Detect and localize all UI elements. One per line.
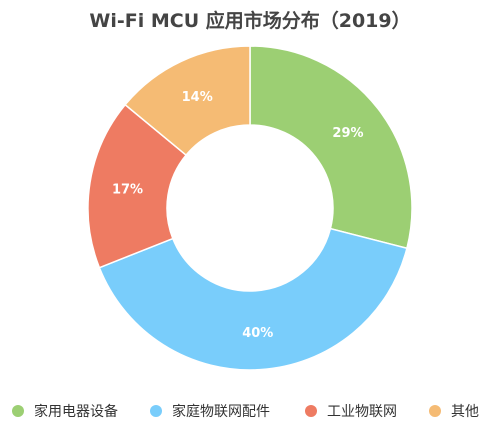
- slice-label-2: 40%: [242, 326, 273, 341]
- slice-3: [87, 103, 188, 269]
- legend-label-1: 家用电器设备: [34, 403, 118, 420]
- legend: 家用电器设备 家庭物联网配件 工业物联网 其他: [12, 403, 479, 420]
- slice-label-3: 17%: [112, 183, 143, 198]
- legend-label-4: 其他: [451, 404, 479, 420]
- slice-label-4: 14%: [182, 90, 213, 105]
- slice-4: [124, 45, 251, 157]
- legend-swatch-1: [12, 405, 24, 417]
- slice-labels: 29% 40% 17% 14%: [112, 90, 364, 341]
- slice-2: [98, 227, 408, 371]
- legend-swatch-4: [429, 405, 441, 417]
- legend-label-2: 家庭物联网配件: [172, 403, 270, 420]
- legend-swatch-3: [305, 405, 317, 417]
- donut-slices: [87, 45, 413, 371]
- chart-title: Wi-Fi MCU 应用市场分布（2019）: [89, 9, 410, 32]
- legend-swatch-2: [150, 405, 162, 417]
- slice-label-1: 29%: [332, 126, 363, 141]
- slice-1: [249, 45, 413, 250]
- legend-label-3: 工业物联网: [327, 404, 397, 420]
